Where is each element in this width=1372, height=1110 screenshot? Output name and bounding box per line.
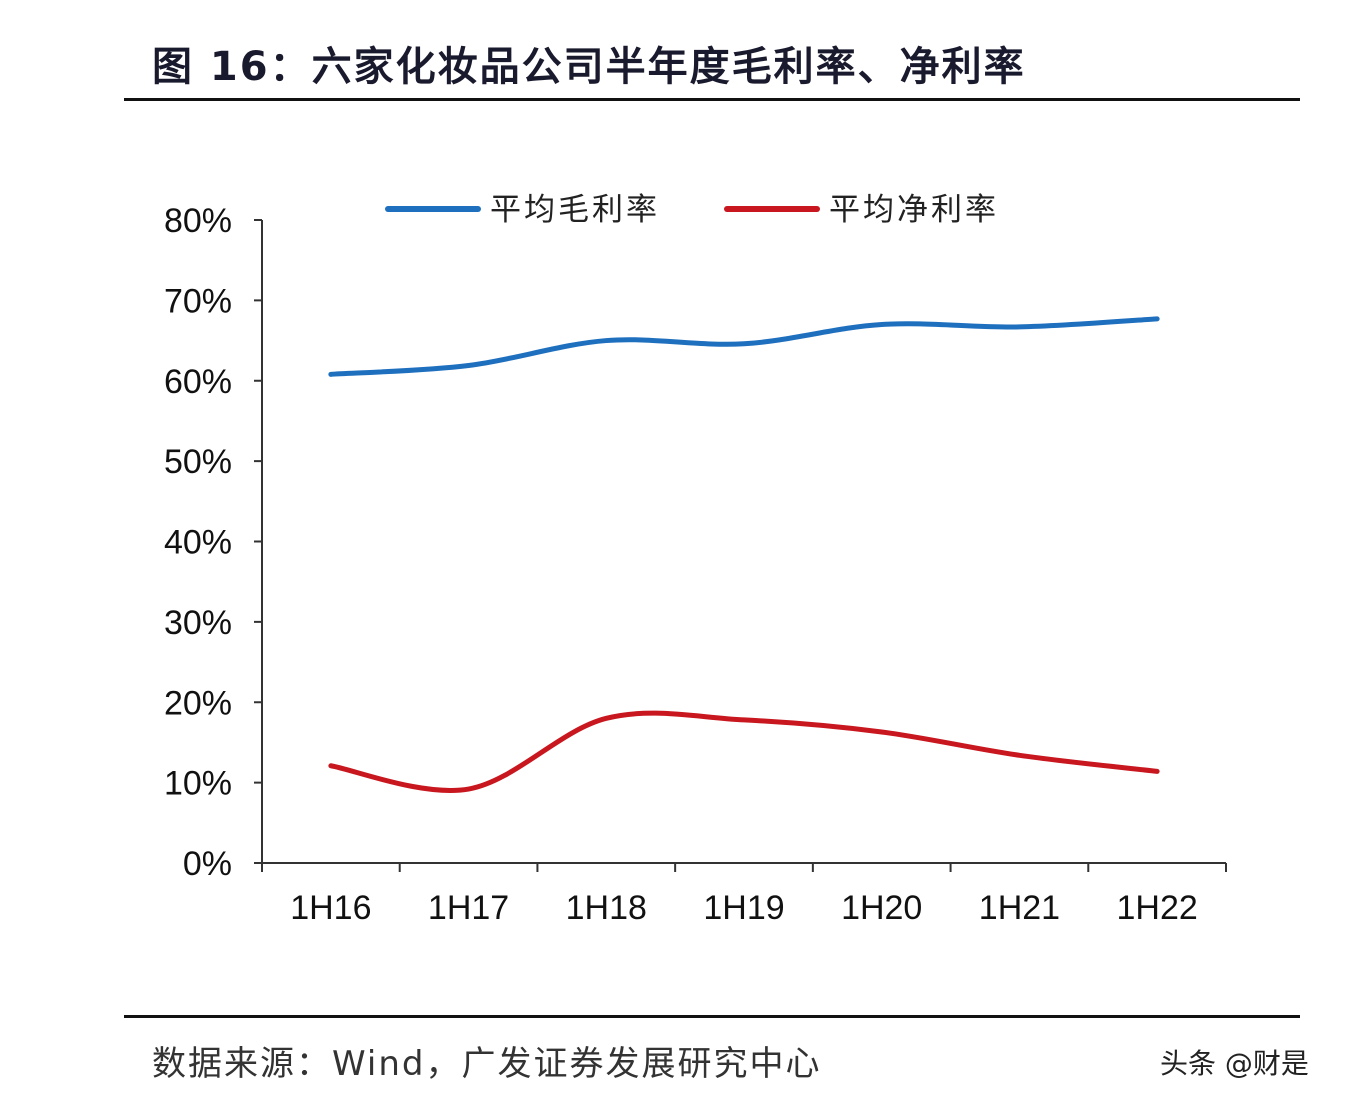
- source-note: 数据来源：Wind，广发证券发展研究中心: [152, 1044, 822, 1084]
- y-tick-label: 30%: [164, 604, 232, 642]
- x-tick-label: 1H21: [979, 889, 1060, 927]
- x-tick-label: 1H18: [566, 889, 647, 927]
- y-tick-label: 60%: [164, 363, 232, 401]
- series-line-gross-margin: [328, 316, 1160, 377]
- chart-title: 图 16：六家化妆品公司半年度毛利率、净利率: [152, 44, 1026, 90]
- x-tick-label: 1H20: [841, 889, 922, 927]
- x-tick-label: 1H22: [1117, 889, 1198, 927]
- series-line-net-margin: [328, 710, 1160, 793]
- y-tick-label: 50%: [164, 443, 232, 481]
- y-tick-label: 80%: [164, 202, 232, 240]
- bottom-rule: [124, 1015, 1300, 1018]
- x-tick-label: 1H19: [703, 889, 784, 927]
- legend-label: 平均净利率: [829, 192, 999, 228]
- y-tick-label: 70%: [164, 282, 232, 320]
- x-tick-label: 1H17: [428, 889, 509, 927]
- x-tick-label: 1H16: [290, 889, 371, 927]
- watermark: 头条 @财是: [1160, 1047, 1309, 1080]
- legend-label: 平均毛利率: [490, 192, 660, 228]
- y-tick-label: 10%: [164, 765, 232, 803]
- y-tick-label: 0%: [183, 845, 232, 883]
- line-chart: 0% 10% 20% 30% 40% 50% 60% 70% 80% 1H16 1H17 1H18 1H…: [164, 192, 1227, 927]
- y-tick-label: 20%: [164, 684, 232, 722]
- y-tick-label: 40%: [164, 524, 232, 562]
- top-rule: [124, 98, 1300, 101]
